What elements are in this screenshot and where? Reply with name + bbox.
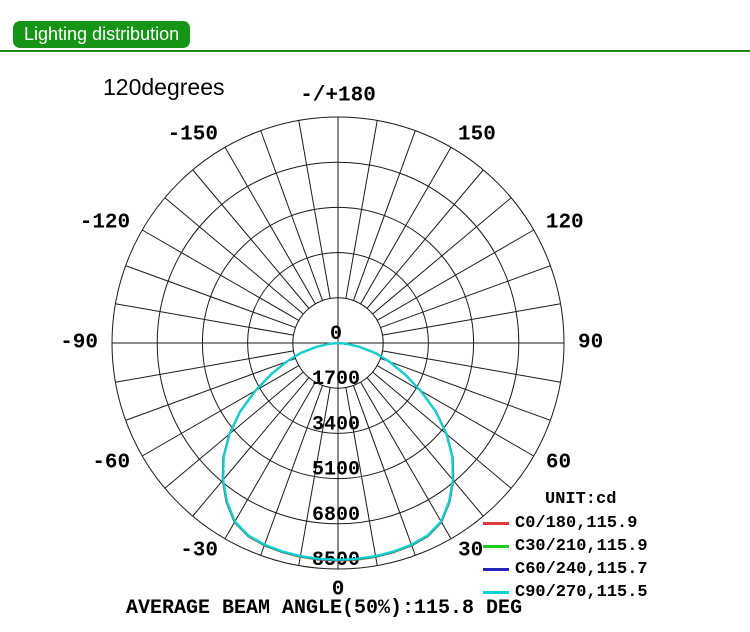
- radial-tick-label: 1700: [312, 368, 360, 391]
- radial-tick-label: 0: [330, 323, 342, 346]
- grid-spoke: [360, 381, 452, 539]
- radial-tick-label: 5100: [312, 459, 360, 482]
- grid-spoke: [352, 385, 416, 556]
- legend-swatch: [483, 545, 509, 548]
- grid-spoke: [125, 357, 296, 421]
- legend-label: C30/210,115.9: [515, 537, 648, 556]
- radial-tick-label: 3400: [312, 413, 360, 436]
- chart-legend: UNIT:cd C0/180,115.9 C30/210,115.9 C60/240…: [483, 490, 648, 604]
- grid-spoke: [192, 377, 310, 517]
- angle-tick-label: -60: [92, 452, 130, 475]
- legend-item: C60/240,115.7: [483, 558, 648, 581]
- section-badge-label: Lighting distribution: [24, 24, 180, 44]
- legend-item: C0/180,115.9: [483, 512, 648, 535]
- grid-spoke: [142, 229, 300, 321]
- legend-label: C60/240,115.7: [515, 560, 648, 579]
- grid-spoke: [380, 265, 551, 329]
- section-badge: Lighting distribution: [13, 21, 191, 48]
- grid-spoke: [224, 147, 316, 305]
- grid-spoke: [164, 197, 304, 315]
- legend-label: C90/270,115.5: [515, 583, 648, 602]
- grid-spoke: [380, 357, 551, 421]
- legend-unit-label: UNIT:cd: [545, 490, 617, 509]
- grid-spoke: [382, 303, 561, 336]
- grid-spoke: [125, 265, 296, 329]
- grid-spoke: [142, 365, 300, 457]
- legend-label: C0/180,115.9: [515, 514, 638, 533]
- grid-spoke: [345, 120, 378, 299]
- legend-swatch: [483, 522, 509, 525]
- radial-tick-label: 6800: [312, 504, 360, 527]
- angle-tick-label: -150: [168, 124, 218, 147]
- legend-items: C0/180,115.9 C30/210,115.9 C60/240,115.7 C9…: [483, 512, 648, 604]
- grid-spoke: [115, 350, 294, 383]
- grid-spoke: [376, 229, 534, 321]
- grid-spoke: [372, 197, 512, 315]
- grid-spoke: [376, 365, 534, 457]
- grid-spoke: [298, 387, 331, 566]
- grid-spoke: [366, 377, 484, 517]
- angle-tick-label: -/+180: [300, 85, 376, 108]
- grid-spoke: [115, 303, 294, 336]
- grid-spoke: [372, 371, 512, 489]
- angle-tick-label: 90: [578, 332, 603, 355]
- angle-tick-label: 120: [546, 212, 584, 235]
- legend-swatch: [483, 591, 509, 594]
- grid-spoke: [260, 130, 324, 301]
- grid-spoke: [224, 381, 316, 539]
- angle-tick-label: 150: [458, 124, 496, 147]
- angle-tick-label: 60: [546, 452, 571, 475]
- angle-tick-label: -120: [80, 212, 130, 235]
- grid-spoke: [345, 387, 378, 566]
- angle-tick-label: 0: [332, 579, 345, 602]
- angle-tick-label: -30: [180, 539, 218, 562]
- intensity-curve-c90: [222, 341, 454, 561]
- grid-spoke: [260, 385, 324, 556]
- grid-spoke: [352, 130, 416, 301]
- grid-spoke: [382, 350, 561, 383]
- legend-item: C30/210,115.9: [483, 535, 648, 558]
- beam-angle-title: 120degrees: [103, 74, 225, 100]
- grid-spoke: [298, 120, 331, 299]
- angle-tick-label: 30: [458, 539, 483, 562]
- legend-swatch: [483, 568, 509, 571]
- average-beam-angle-caption: AVERAGE BEAM ANGLE(50%):115.8 DEG: [126, 597, 523, 620]
- legend-item: C90/270,115.5: [483, 581, 648, 604]
- grid-spoke: [164, 371, 304, 489]
- angle-tick-label: -90: [60, 332, 98, 355]
- grid-spoke: [192, 169, 310, 309]
- section-divider: [0, 50, 750, 52]
- grid-spoke: [366, 169, 484, 309]
- grid-spoke: [360, 147, 452, 305]
